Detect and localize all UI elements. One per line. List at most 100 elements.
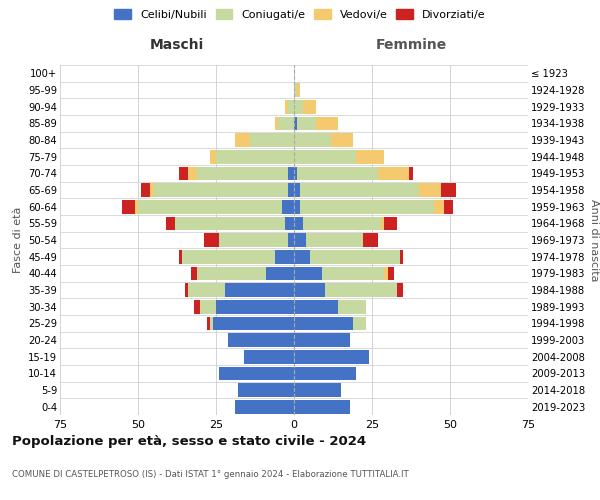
Bar — [194, 300, 200, 314]
Bar — [213, 316, 294, 330]
Bar — [275, 250, 294, 264]
Bar — [310, 250, 400, 264]
Bar — [294, 383, 341, 397]
Bar — [294, 400, 350, 413]
Bar — [179, 250, 182, 264]
Bar — [297, 166, 378, 180]
Text: Popolazione per età, sesso e stato civile - 2024: Popolazione per età, sesso e stato civil… — [12, 435, 366, 448]
Bar — [297, 116, 316, 130]
Bar — [188, 166, 197, 180]
Bar — [197, 266, 266, 280]
Legend: Celibi/Nubili, Coniugati/e, Vedovi/e, Divorziati/e: Celibi/Nubili, Coniugati/e, Vedovi/e, Di… — [111, 6, 489, 23]
Bar — [219, 366, 294, 380]
Bar — [203, 233, 219, 247]
Bar — [206, 316, 210, 330]
Bar — [304, 100, 316, 114]
Bar — [419, 183, 440, 197]
Bar — [135, 200, 138, 213]
Bar — [294, 300, 338, 314]
Bar — [440, 183, 456, 197]
Bar — [294, 166, 297, 180]
Bar — [294, 200, 300, 213]
Bar — [294, 100, 304, 114]
Bar — [307, 233, 362, 247]
Bar — [141, 183, 151, 197]
Bar — [294, 183, 300, 197]
Bar — [316, 116, 338, 130]
Bar — [151, 183, 154, 197]
Bar — [226, 283, 294, 297]
Bar — [284, 100, 288, 114]
Bar — [154, 183, 288, 197]
Bar — [294, 133, 331, 147]
Bar — [294, 233, 307, 247]
Bar — [434, 200, 444, 213]
Bar — [166, 216, 175, 230]
Bar — [175, 216, 284, 230]
Bar — [400, 250, 403, 264]
Bar — [182, 250, 275, 264]
Bar — [294, 150, 356, 164]
Bar — [300, 183, 419, 197]
Bar — [197, 166, 288, 180]
Y-axis label: Fasce di età: Fasce di età — [13, 207, 23, 273]
Bar — [288, 166, 294, 180]
Bar — [356, 150, 385, 164]
Bar — [288, 183, 294, 197]
Bar — [284, 216, 294, 230]
Bar — [235, 133, 250, 147]
Bar — [294, 283, 325, 297]
Bar — [238, 383, 294, 397]
Text: Maschi: Maschi — [150, 38, 204, 52]
Bar — [294, 366, 356, 380]
Bar — [294, 266, 322, 280]
Bar — [219, 233, 288, 247]
Bar — [388, 266, 394, 280]
Bar — [444, 200, 453, 213]
Bar — [235, 400, 294, 413]
Bar — [304, 216, 382, 230]
Bar — [294, 83, 297, 97]
Bar — [250, 133, 294, 147]
Bar — [216, 300, 294, 314]
Bar — [275, 116, 278, 130]
Bar — [278, 116, 294, 130]
Bar — [338, 300, 366, 314]
Bar — [229, 333, 294, 347]
Bar — [138, 200, 281, 213]
Bar — [216, 150, 294, 164]
Bar — [385, 266, 388, 280]
Bar — [378, 166, 409, 180]
Bar — [385, 216, 397, 230]
Bar — [288, 233, 294, 247]
Bar — [409, 166, 413, 180]
Bar — [185, 283, 188, 297]
Bar — [210, 316, 213, 330]
Bar — [331, 133, 353, 147]
Bar — [281, 200, 294, 213]
Bar — [266, 266, 294, 280]
Bar — [294, 350, 369, 364]
Bar — [288, 100, 294, 114]
Bar — [294, 250, 310, 264]
Bar — [382, 216, 385, 230]
Bar — [353, 316, 366, 330]
Bar — [300, 200, 434, 213]
Bar — [191, 266, 197, 280]
Bar — [122, 200, 135, 213]
Bar — [179, 166, 188, 180]
Y-axis label: Anni di nascita: Anni di nascita — [589, 198, 599, 281]
Bar — [188, 283, 226, 297]
Bar — [294, 216, 304, 230]
Text: COMUNE DI CASTELPETROSO (IS) - Dati ISTAT 1° gennaio 2024 - Elaborazione TUTTITA: COMUNE DI CASTELPETROSO (IS) - Dati ISTA… — [12, 470, 409, 479]
Bar — [294, 316, 353, 330]
Bar — [397, 283, 403, 297]
Bar — [362, 233, 378, 247]
Bar — [294, 116, 297, 130]
Bar — [294, 333, 350, 347]
Bar — [297, 83, 300, 97]
Bar — [210, 150, 216, 164]
Bar — [325, 283, 397, 297]
Bar — [200, 300, 216, 314]
Text: Femmine: Femmine — [376, 38, 446, 52]
